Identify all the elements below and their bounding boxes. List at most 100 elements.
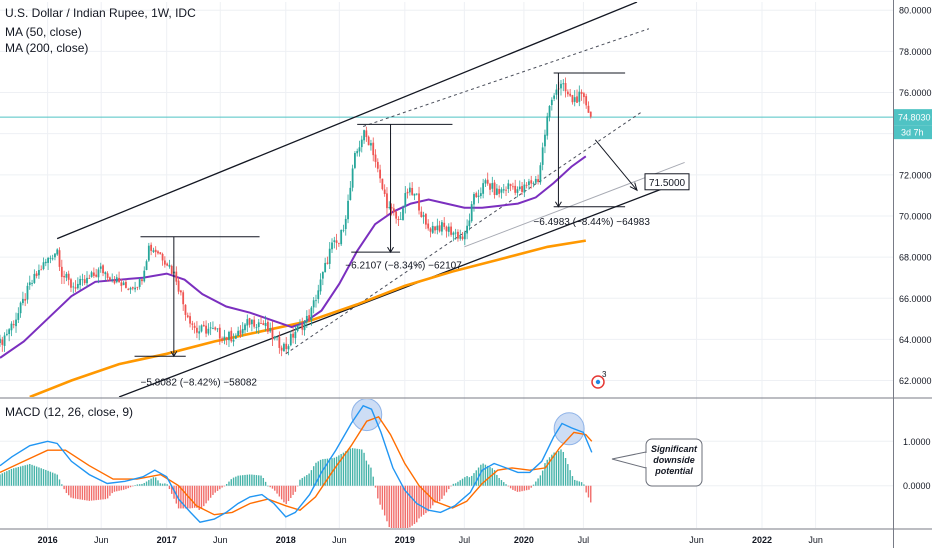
candle-body xyxy=(367,136,370,146)
ma200-legend[interactable]: MA (200, close) xyxy=(5,41,89,55)
macd-histogram-bar xyxy=(400,485,402,528)
macd-histogram-bar xyxy=(106,485,109,499)
candle xyxy=(0,334,1,347)
candle-body xyxy=(83,279,86,284)
candle-body xyxy=(390,206,393,209)
candle-body xyxy=(324,262,327,273)
macd-histogram-bar xyxy=(287,485,290,502)
candle-body xyxy=(539,165,542,183)
macd-histogram-bar xyxy=(61,484,63,486)
measure-label: −6.4983 (−8.44%) −64983 xyxy=(533,217,650,228)
candle xyxy=(143,266,146,283)
macd-histogram-bar xyxy=(525,485,528,491)
candle-body xyxy=(145,261,148,271)
macd-histogram-bar xyxy=(49,471,52,486)
macd-histogram-bar xyxy=(258,475,260,486)
symbol-legend[interactable]: U.S. Dollar / Indian Rupee, 1W, IDC xyxy=(5,6,196,20)
macd-histogram-bar xyxy=(317,461,319,486)
time-left-tag xyxy=(894,125,932,140)
measure-arrowhead xyxy=(170,351,178,358)
macd-histogram-bar xyxy=(228,481,230,486)
macd-histogram-bar xyxy=(10,468,13,486)
target-label: 71.5000 xyxy=(644,173,690,191)
candle xyxy=(51,254,54,261)
macd-line xyxy=(0,404,593,523)
macd-legend[interactable]: MACD (12, 26, close, 9) xyxy=(5,405,134,419)
candle-body xyxy=(395,211,398,219)
candle xyxy=(115,274,118,284)
candle-body xyxy=(60,266,63,277)
candle-body xyxy=(234,335,237,339)
candle xyxy=(390,203,393,216)
candle-body xyxy=(221,338,224,341)
macd-histogram-bar xyxy=(356,448,358,486)
candle xyxy=(170,264,173,275)
candle-body xyxy=(386,193,388,209)
candle xyxy=(578,85,581,107)
macd-histogram-bar xyxy=(260,475,262,486)
macd-histogram-bar xyxy=(475,470,477,486)
macd-histogram-bar xyxy=(8,470,10,486)
candle-body xyxy=(507,183,510,190)
macd-histogram-bar xyxy=(294,485,297,492)
macd-histogram-bar xyxy=(560,449,562,486)
price-axis-label: 78.0000 xyxy=(899,47,932,57)
candle-body xyxy=(157,251,159,254)
candle xyxy=(246,314,249,333)
measure-tool xyxy=(134,236,260,358)
candle-body xyxy=(21,298,24,304)
macd-histogram-bar xyxy=(503,482,505,486)
macd-histogram-bar xyxy=(512,485,514,490)
candle-body xyxy=(273,336,276,339)
candle xyxy=(212,321,214,330)
candle xyxy=(166,262,169,267)
macd-histogram-bar xyxy=(56,474,58,486)
macd-histogram-bar xyxy=(448,485,450,490)
macd-histogram-bar xyxy=(214,485,216,493)
candle xyxy=(321,271,324,286)
time-axis-label: Jul xyxy=(459,535,471,545)
last-price-tag xyxy=(894,109,932,126)
macd-histogram-bar xyxy=(212,485,214,495)
candle xyxy=(562,79,565,92)
macd-histogram-bar xyxy=(219,485,221,490)
candle xyxy=(523,179,526,198)
candle xyxy=(512,182,514,190)
alert-badge-count: 3 xyxy=(602,370,607,379)
candle-body xyxy=(143,270,146,282)
candle-body xyxy=(95,274,98,277)
macd-histogram-bar xyxy=(148,480,150,486)
macd-histogram-bar xyxy=(223,485,226,487)
macd-histogram-bar xyxy=(232,477,235,486)
candle xyxy=(70,277,72,293)
candle xyxy=(241,322,244,337)
macd-histogram-bar xyxy=(152,477,155,486)
candle-body xyxy=(269,328,272,332)
candle xyxy=(67,270,70,286)
candle-body xyxy=(72,286,75,288)
candle xyxy=(152,247,155,254)
candle xyxy=(443,217,446,230)
macd-histogram-bar xyxy=(280,485,283,500)
macd-histogram-bar xyxy=(182,485,184,509)
candle-body xyxy=(118,277,120,283)
macd-histogram-bar xyxy=(470,475,473,486)
candle xyxy=(177,277,180,295)
candle xyxy=(342,224,345,233)
candle xyxy=(537,174,539,185)
candle xyxy=(292,327,294,344)
candle xyxy=(546,112,549,140)
ma50-legend[interactable]: MA (50, close) xyxy=(5,25,82,39)
candle xyxy=(260,316,262,325)
candle xyxy=(184,304,187,321)
candle xyxy=(365,126,368,142)
macd-histogram-bar xyxy=(541,470,544,486)
macd-histogram-bar xyxy=(90,485,93,501)
candle xyxy=(136,286,139,291)
candle xyxy=(118,271,120,283)
macd-histogram-bar xyxy=(519,485,521,492)
candle xyxy=(308,309,311,322)
candle-body xyxy=(372,142,375,156)
